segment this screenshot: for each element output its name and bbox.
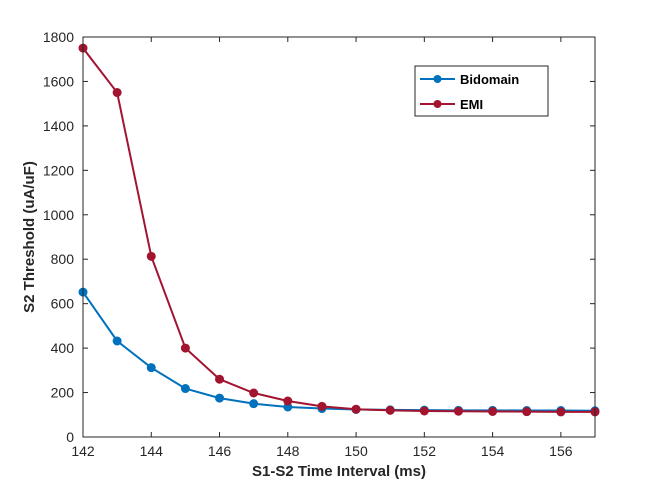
x-axis: 142 144 146 148 150 152 154 156 [71,37,573,459]
series-line-emi [82,47,595,413]
y-tick-label: 1800 [43,29,74,45]
y-tick-label: 1400 [43,118,74,134]
x-tick-label: 142 [71,443,95,459]
data-point-emi [556,407,566,417]
data-point-emi [488,406,498,416]
y-tick-label: 600 [51,296,75,312]
legend-items: Bidomain EMI [420,72,519,112]
data-point-emi [317,401,327,411]
x-tick-label: 146 [208,443,232,459]
data-point-emi [351,404,361,414]
data-point-bidomain [112,336,122,346]
data-point-emi [180,343,190,353]
y-tick-label: 1200 [43,162,74,178]
plot-frame [82,36,596,438]
x-tick-label: 150 [344,443,368,459]
legend-label-emi: EMI [460,97,483,112]
y-tick-label: 1600 [43,73,74,89]
legend-label-bidomain: Bidomain [460,72,519,87]
y-tick-label: 400 [51,340,75,356]
x-axis-label: S1-S2 Time Interval (ms) [252,463,426,480]
data-point-bidomain [249,399,259,409]
y-tick-label: 200 [51,385,75,401]
legend: Bidomain EMI [414,65,549,117]
y-tick-label: 1000 [43,207,74,223]
series-line-bidomain [82,291,596,412]
data-point-emi [146,251,156,261]
data-point-emi [453,406,463,416]
data-point-emi [419,406,429,416]
y-axis-label: S2 Threshold (uA/uF) [21,161,38,313]
data-point-emi [385,405,395,415]
data-point-emi [249,388,259,398]
data-point-emi [283,396,293,406]
legend-marker-emi [433,100,442,108]
x-tick-label: 156 [549,443,573,459]
data-point-emi [112,88,122,98]
x-tick-label: 152 [413,443,437,459]
data-point-bidomain [146,363,156,373]
legend-marker-bidomain [433,75,442,83]
series-layer [78,43,600,417]
x-tick-label: 148 [276,443,300,459]
x-tick-label: 154 [481,443,505,459]
data-point-bidomain [180,384,190,394]
x-tick-label: 144 [140,443,164,459]
data-point-bidomain [215,393,225,403]
data-point-emi [522,407,532,417]
y-axis: 0 200 400 600 800 1000 1200 1400 1600 1800 [43,29,595,445]
y-tick-label: 800 [51,251,75,267]
data-point-emi [215,374,225,384]
y-tick-label: 0 [66,429,74,445]
